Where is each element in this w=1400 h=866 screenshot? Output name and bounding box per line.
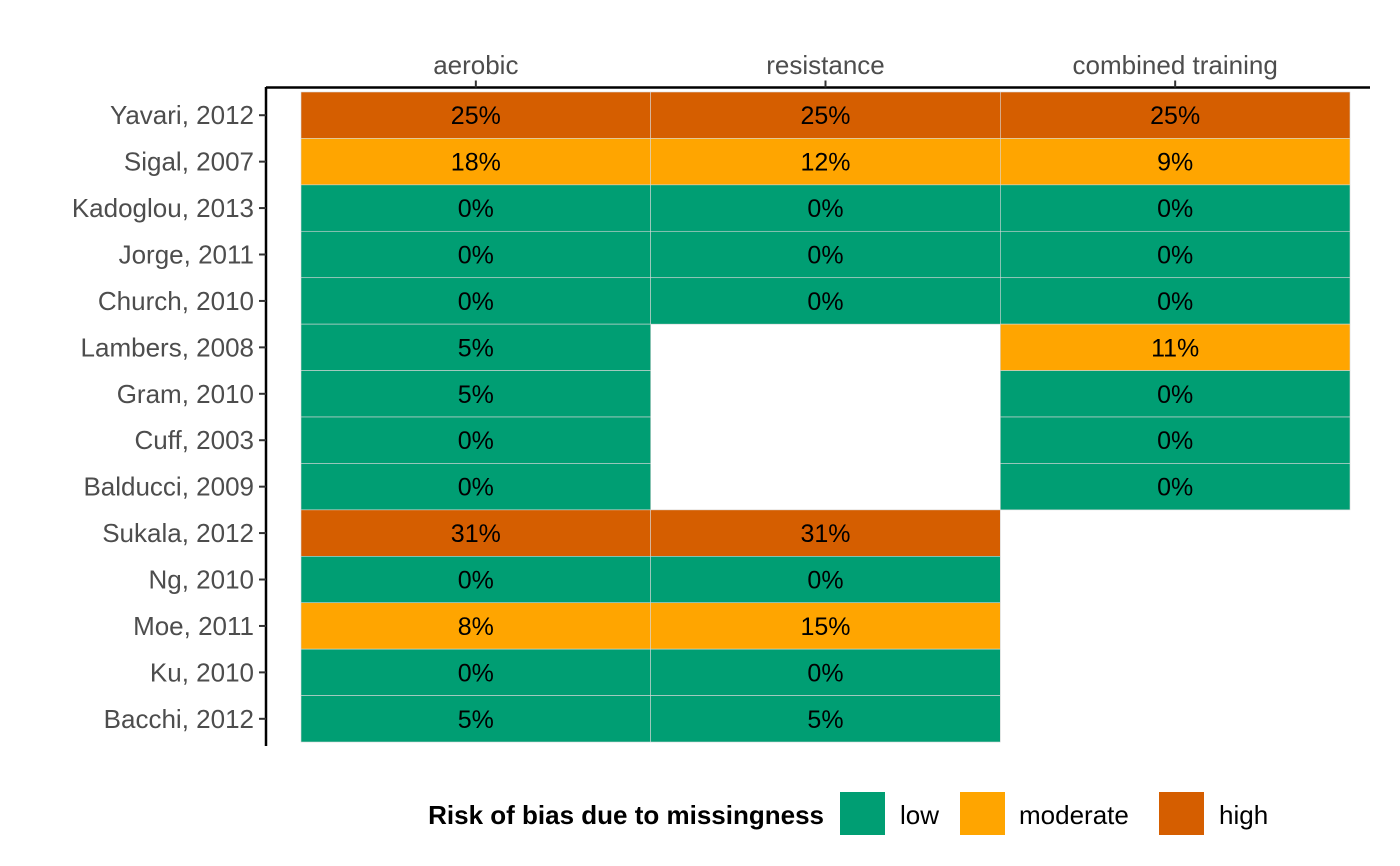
heatmap-cell — [300, 463, 651, 511]
cell-value-label: 0% — [807, 195, 843, 223]
y-tick-label: Lambers, 2008 — [81, 332, 254, 362]
cell-value-label: 0% — [1157, 427, 1193, 455]
cell-value-label: 5% — [458, 706, 494, 734]
y-tick-label: Sigal, 2007 — [124, 147, 254, 177]
heatmap-cell — [300, 416, 651, 464]
cell-value-label: 25% — [451, 102, 501, 130]
heatmap-cell — [650, 555, 1001, 604]
y-tick-label: Sukala, 2012 — [102, 518, 254, 548]
cell-value-label: 0% — [807, 567, 843, 595]
y-axis: Yavari, 2012 Sigal, 2007 Kadoglou, 2013 Jor… — [72, 87, 268, 746]
cell-value-label: 12% — [800, 149, 850, 177]
heatmap-cell — [650, 602, 1001, 650]
cell-value-label: 0% — [1157, 242, 1193, 270]
cell-value-label: 0% — [1157, 381, 1193, 409]
heatmap-cell — [650, 91, 1001, 139]
cell-value-label: 11% — [1151, 334, 1199, 362]
heatmap-cell — [300, 230, 651, 279]
cell-value-label: 0% — [1157, 474, 1193, 502]
y-tick-label: Kadoglou, 2013 — [72, 193, 254, 223]
cell-value-label: 5% — [458, 334, 494, 362]
heatmap-cell — [1000, 138, 1351, 186]
heatmap-cell — [650, 138, 1001, 186]
legend-label-high: high — [1219, 800, 1268, 830]
cell-value-label: 0% — [807, 288, 843, 316]
cell-value-label: 0% — [1157, 288, 1193, 316]
y-tick-label: Moe, 2011 — [133, 611, 254, 641]
heatmap-cell — [300, 277, 651, 325]
y-tick-label: Bacchi, 2012 — [104, 704, 254, 734]
cell-value-label: 0% — [807, 659, 843, 687]
cell-value-label: 5% — [807, 706, 843, 734]
x-tick-label: resistance — [766, 50, 885, 80]
cell-value-label: 31% — [800, 520, 850, 548]
y-tick-label: Church, 2010 — [98, 286, 254, 316]
heatmap-cell-labels: 25% 25% 25% 18% 12% 9% 0% 0% 0% 0% 0% 0% 0% 0% 0% 5% 11%… — [451, 102, 1200, 734]
heatmap-cell — [1000, 416, 1351, 464]
y-tick-label: Cuff, 2003 — [134, 425, 254, 455]
y-tick-label: Ng, 2010 — [148, 565, 254, 595]
legend-key-low — [840, 792, 885, 835]
x-tick-label: aerobic — [433, 50, 518, 80]
heatmap-cell — [1000, 370, 1351, 418]
cell-value-label: 5% — [458, 381, 494, 409]
heatmap-cell — [1000, 91, 1351, 139]
heatmap-cell — [1000, 277, 1351, 325]
legend-label-low: low — [900, 800, 939, 830]
y-tick-label: Jorge, 2011 — [119, 240, 254, 270]
legend-title: Risk of bias due to missingness — [428, 800, 824, 830]
heatmap-cell — [1000, 323, 1351, 371]
heatmap-cell — [650, 695, 1001, 743]
legend-label-moderate: moderate — [1019, 800, 1129, 830]
x-axis: aerobic resistance combined training — [266, 50, 1370, 89]
heatmap-cell — [650, 277, 1001, 325]
cell-value-label: 0% — [1157, 195, 1193, 223]
cell-value-label: 8% — [458, 613, 494, 641]
cell-value-label: 25% — [1150, 102, 1200, 130]
heatmap-cell — [300, 370, 651, 418]
heatmap-cell — [300, 323, 651, 371]
heatmap-cells — [300, 91, 1351, 743]
heatmap-cell — [300, 602, 651, 650]
heatmap-cell — [1000, 463, 1351, 511]
heatmap-cell — [300, 91, 651, 139]
cell-value-label: 0% — [807, 242, 843, 270]
cell-value-label: 0% — [458, 288, 494, 316]
y-tick-label: Gram, 2010 — [117, 379, 254, 409]
heatmap-cell — [1000, 230, 1351, 279]
y-tick-label: Balducci, 2009 — [83, 472, 254, 502]
y-tick-label: Yavari, 2012 — [110, 100, 254, 130]
cell-value-label: 31% — [451, 520, 501, 548]
heatmap-cell — [650, 509, 1001, 557]
legend-key-high — [1159, 792, 1204, 835]
cell-value-label: 15% — [800, 613, 850, 641]
cell-value-label: 18% — [451, 149, 501, 177]
heatmap-cell — [650, 184, 1001, 232]
cell-value-label: 0% — [458, 659, 494, 687]
cell-value-label: 25% — [800, 102, 850, 130]
legend: Risk of bias due to missingness low moder… — [428, 792, 1268, 835]
cell-value-label: 0% — [458, 195, 494, 223]
heatmap-cell — [300, 138, 651, 186]
cell-value-label: 9% — [1157, 149, 1193, 177]
heatmap-cell — [650, 648, 1001, 696]
cell-value-label: 0% — [458, 427, 494, 455]
cell-value-label: 0% — [458, 242, 494, 270]
cell-value-label: 0% — [458, 474, 494, 502]
cell-value-label: 0% — [458, 567, 494, 595]
x-tick-label: combined training — [1073, 50, 1278, 80]
legend-key-moderate — [960, 792, 1005, 835]
y-tick-label: Ku, 2010 — [150, 657, 254, 687]
